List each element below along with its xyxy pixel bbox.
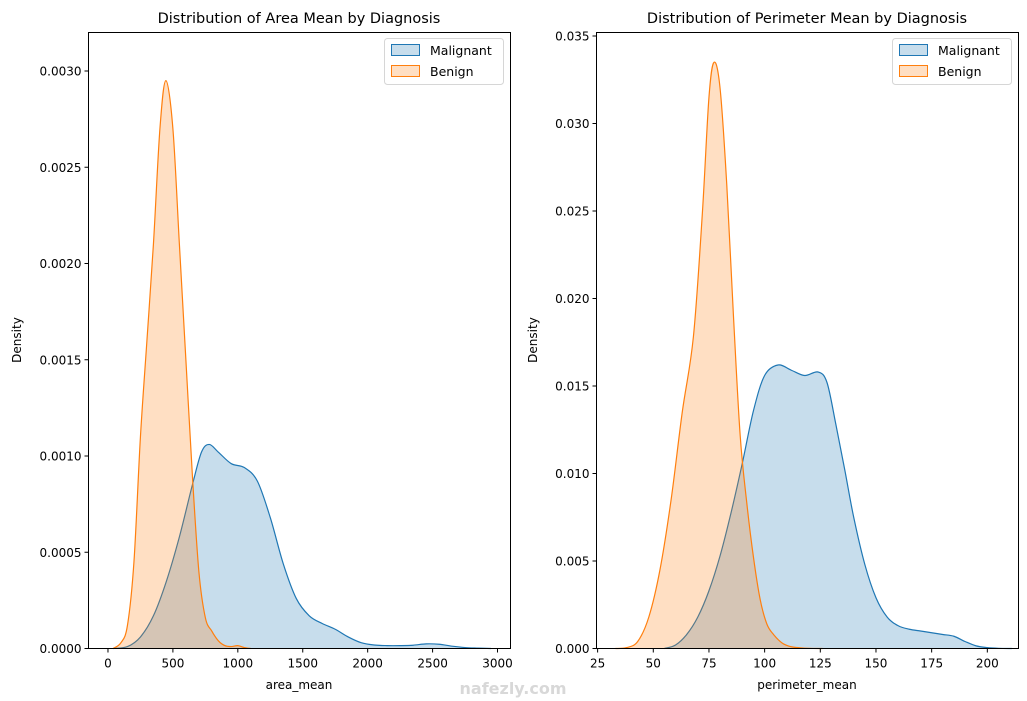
legend-label-benign: Benign bbox=[430, 64, 474, 79]
x-tick-label: 3000 bbox=[482, 657, 513, 671]
y-tick-label: 0.005 bbox=[555, 555, 589, 569]
x-axis-ticks: 25 50 75 100 125 150 175 200 bbox=[590, 648, 999, 671]
y-tick-label: 0.0005 bbox=[40, 546, 82, 560]
chart-title: Distribution of Area Mean by Diagnosis bbox=[158, 11, 441, 27]
density-area-benign bbox=[113, 80, 251, 649]
legend-box bbox=[384, 38, 504, 85]
x-tick-label: 1000 bbox=[223, 657, 254, 671]
x-tick-label: 2000 bbox=[352, 657, 383, 671]
y-tick-label: 0.015 bbox=[555, 380, 589, 394]
y-tick-label: 0.000 bbox=[555, 642, 589, 656]
y-tick-label: 0.0025 bbox=[40, 161, 82, 175]
y-tick-label: 0.025 bbox=[555, 205, 589, 219]
x-axis-label: perimeter_mean bbox=[757, 678, 856, 692]
y-axis-label: Density bbox=[526, 317, 540, 363]
density-area-benign bbox=[615, 62, 823, 649]
x-tick-label: 75 bbox=[701, 657, 716, 671]
x-tick-label: 1500 bbox=[287, 657, 318, 671]
density-curves bbox=[615, 61, 1012, 650]
x-tick-label: 150 bbox=[865, 657, 888, 671]
perimeter-mean-chart: Distribution of Perimeter Mean by Diagno… bbox=[526, 11, 1019, 692]
x-tick-label: 175 bbox=[920, 657, 943, 671]
x-axis-label: area_mean bbox=[266, 678, 333, 692]
y-tick-label: 0.0000 bbox=[40, 642, 82, 656]
x-axis-ticks: 0 500 1000 1500 2000 2500 3000 bbox=[104, 648, 513, 671]
legend-swatch-malignant bbox=[391, 44, 420, 56]
y-tick-label: 0.020 bbox=[555, 292, 589, 306]
legend-swatch-benign bbox=[899, 65, 928, 77]
density-line-benign bbox=[112, 80, 251, 650]
x-tick-label: 100 bbox=[753, 657, 776, 671]
y-tick-label: 0.010 bbox=[555, 467, 589, 481]
legend-swatch-benign bbox=[391, 65, 420, 77]
y-tick-label: 0.0015 bbox=[40, 353, 82, 367]
y-tick-label: 0.0030 bbox=[40, 65, 82, 79]
density-curves bbox=[112, 80, 492, 650]
legend-box bbox=[892, 38, 1012, 85]
x-tick-label: 25 bbox=[590, 657, 605, 671]
y-tick-label: 0.0010 bbox=[40, 450, 82, 464]
y-axis-ticks: 0.0000 0.0005 0.0010 0.0015 0.0020 0.0025 0.00… bbox=[40, 65, 89, 656]
y-axis-label: Density bbox=[10, 317, 24, 363]
legend-swatch-malignant bbox=[899, 44, 928, 56]
legend: Malignant Benign bbox=[384, 38, 504, 85]
y-tick-label: 0.035 bbox=[555, 30, 589, 44]
density-line-benign bbox=[615, 61, 823, 650]
x-tick-label: 0 bbox=[104, 657, 112, 671]
chart-title: Distribution of Perimeter Mean by Diagno… bbox=[647, 11, 967, 27]
x-tick-label: 50 bbox=[646, 657, 661, 671]
x-tick-label: 2500 bbox=[417, 657, 448, 671]
legend-label-malignant: Malignant bbox=[430, 43, 492, 58]
watermark: nafezly.com bbox=[460, 679, 567, 698]
density-line-malignant bbox=[664, 364, 1012, 650]
density-line-malignant bbox=[113, 443, 492, 650]
area-mean-chart: Distribution of Area Mean by Diagnosis 0… bbox=[10, 11, 513, 692]
density-area-malignant bbox=[664, 364, 1012, 649]
density-area-malignant bbox=[113, 444, 492, 649]
x-tick-label: 125 bbox=[809, 657, 832, 671]
y-tick-label: 0.0020 bbox=[40, 257, 82, 271]
x-tick-label: 200 bbox=[976, 657, 999, 671]
legend: Malignant Benign bbox=[892, 38, 1012, 85]
axes-frame bbox=[596, 32, 1019, 649]
legend-label-malignant: Malignant bbox=[938, 43, 1000, 58]
legend-label-benign: Benign bbox=[938, 64, 982, 79]
axes-frame bbox=[88, 32, 511, 649]
x-tick-label: 500 bbox=[161, 657, 184, 671]
y-tick-label: 0.030 bbox=[555, 117, 589, 131]
y-axis-ticks: 0.000 0.005 0.010 0.015 0.020 0.025 0.030 0.035 bbox=[555, 30, 597, 656]
